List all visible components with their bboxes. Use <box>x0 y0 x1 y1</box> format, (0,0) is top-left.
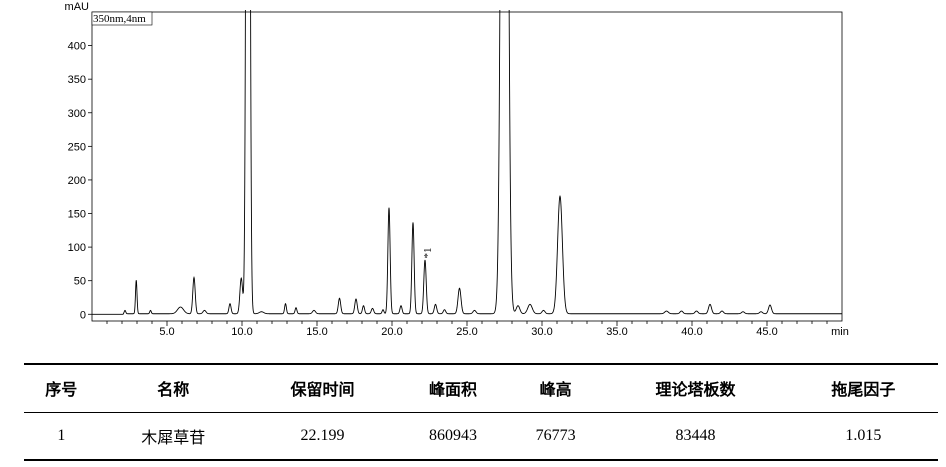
y-tick-label: 100 <box>68 242 86 254</box>
table-header-row: 序号 名称 保留时间 峰面积 峰高 理论塔板数 拖尾因子 <box>24 364 938 412</box>
x-tick-label: 15.0 <box>306 326 327 338</box>
x-tick-label: 35.0 <box>606 326 627 338</box>
cell-peak-height: 76773 <box>535 426 576 444</box>
x-tick-label: 10.0 <box>231 326 252 338</box>
y-tick-label: 400 <box>68 41 86 53</box>
y-axis-label: mAU <box>65 1 90 13</box>
header-peak-height: 峰高 <box>539 382 572 400</box>
header-peak-area: 峰面积 <box>429 382 478 400</box>
plot-frame <box>91 11 843 322</box>
y-tick-label: 0 <box>80 309 86 321</box>
results-table-head: 序号 名称 保留时间 峰面积 峰高 理论塔板数 拖尾因子 <box>24 364 938 412</box>
chromatogram-trace <box>92 10 842 315</box>
x-axis-label: min <box>831 326 849 338</box>
detector-label-box <box>91 11 153 26</box>
x-tick-label: 25.0 <box>456 326 477 338</box>
cell-retention-time: 22.199 <box>300 426 345 444</box>
y-tick-label: 50 <box>74 276 86 288</box>
detector-label: 350nm,4nm <box>93 13 146 25</box>
table-row: 1 木犀草苷 22.199 860943 76773 83448 1.015 <box>24 412 938 460</box>
peak-annotation: *1 <box>422 248 434 259</box>
chromatogram-chart: 0 50 100 150 200 250 300 350 400 5.0 10.0 15.0 20.0 2… <box>65 1 849 338</box>
cell-theoretical-plates: 83448 <box>675 426 716 444</box>
y-tick-label: 300 <box>68 108 86 120</box>
chart-layer: 0 50 100 150 200 250 300 350 400 5.0 10.0 15.0 20.0 2… <box>65 1 849 338</box>
x-tick-label: 20.0 <box>381 326 402 338</box>
results-table-body: 1 木犀草苷 22.199 860943 76773 83448 1.015 <box>24 412 938 460</box>
cell-peak-area: 860943 <box>429 426 478 444</box>
cell-index: 1 <box>57 426 66 444</box>
y-tick-label: 250 <box>68 141 86 153</box>
header-index: 序号 <box>45 382 78 400</box>
header-name: 名称 <box>157 382 190 400</box>
chromatogram-svg: 0 50 100 150 200 250 300 350 400 5.0 10.0 15.0 20.0 2… <box>65 1 849 338</box>
y-tick-label: 350 <box>68 74 86 86</box>
results-table: 序号 名称 保留时间 峰面积 峰高 理论塔板数 拖尾因子 1 木犀草苷 22.1… <box>24 363 938 461</box>
x-tick-label: 5.0 <box>159 326 174 338</box>
header-retention-time: 保留时间 <box>290 382 355 400</box>
x-tick-label: 30.0 <box>531 326 552 338</box>
cell-tailing-factor: 1.015 <box>845 426 882 444</box>
y-tick-label: 200 <box>68 175 86 187</box>
x-tick-label: 40.0 <box>681 326 702 338</box>
header-theoretical-plates: 理论塔板数 <box>655 382 736 400</box>
y-tick-label: 150 <box>68 209 86 221</box>
header-tailing-factor: 拖尾因子 <box>831 382 896 400</box>
cell-name: 木犀草苷 <box>141 429 206 447</box>
x-tick-label: 45.0 <box>756 326 777 338</box>
